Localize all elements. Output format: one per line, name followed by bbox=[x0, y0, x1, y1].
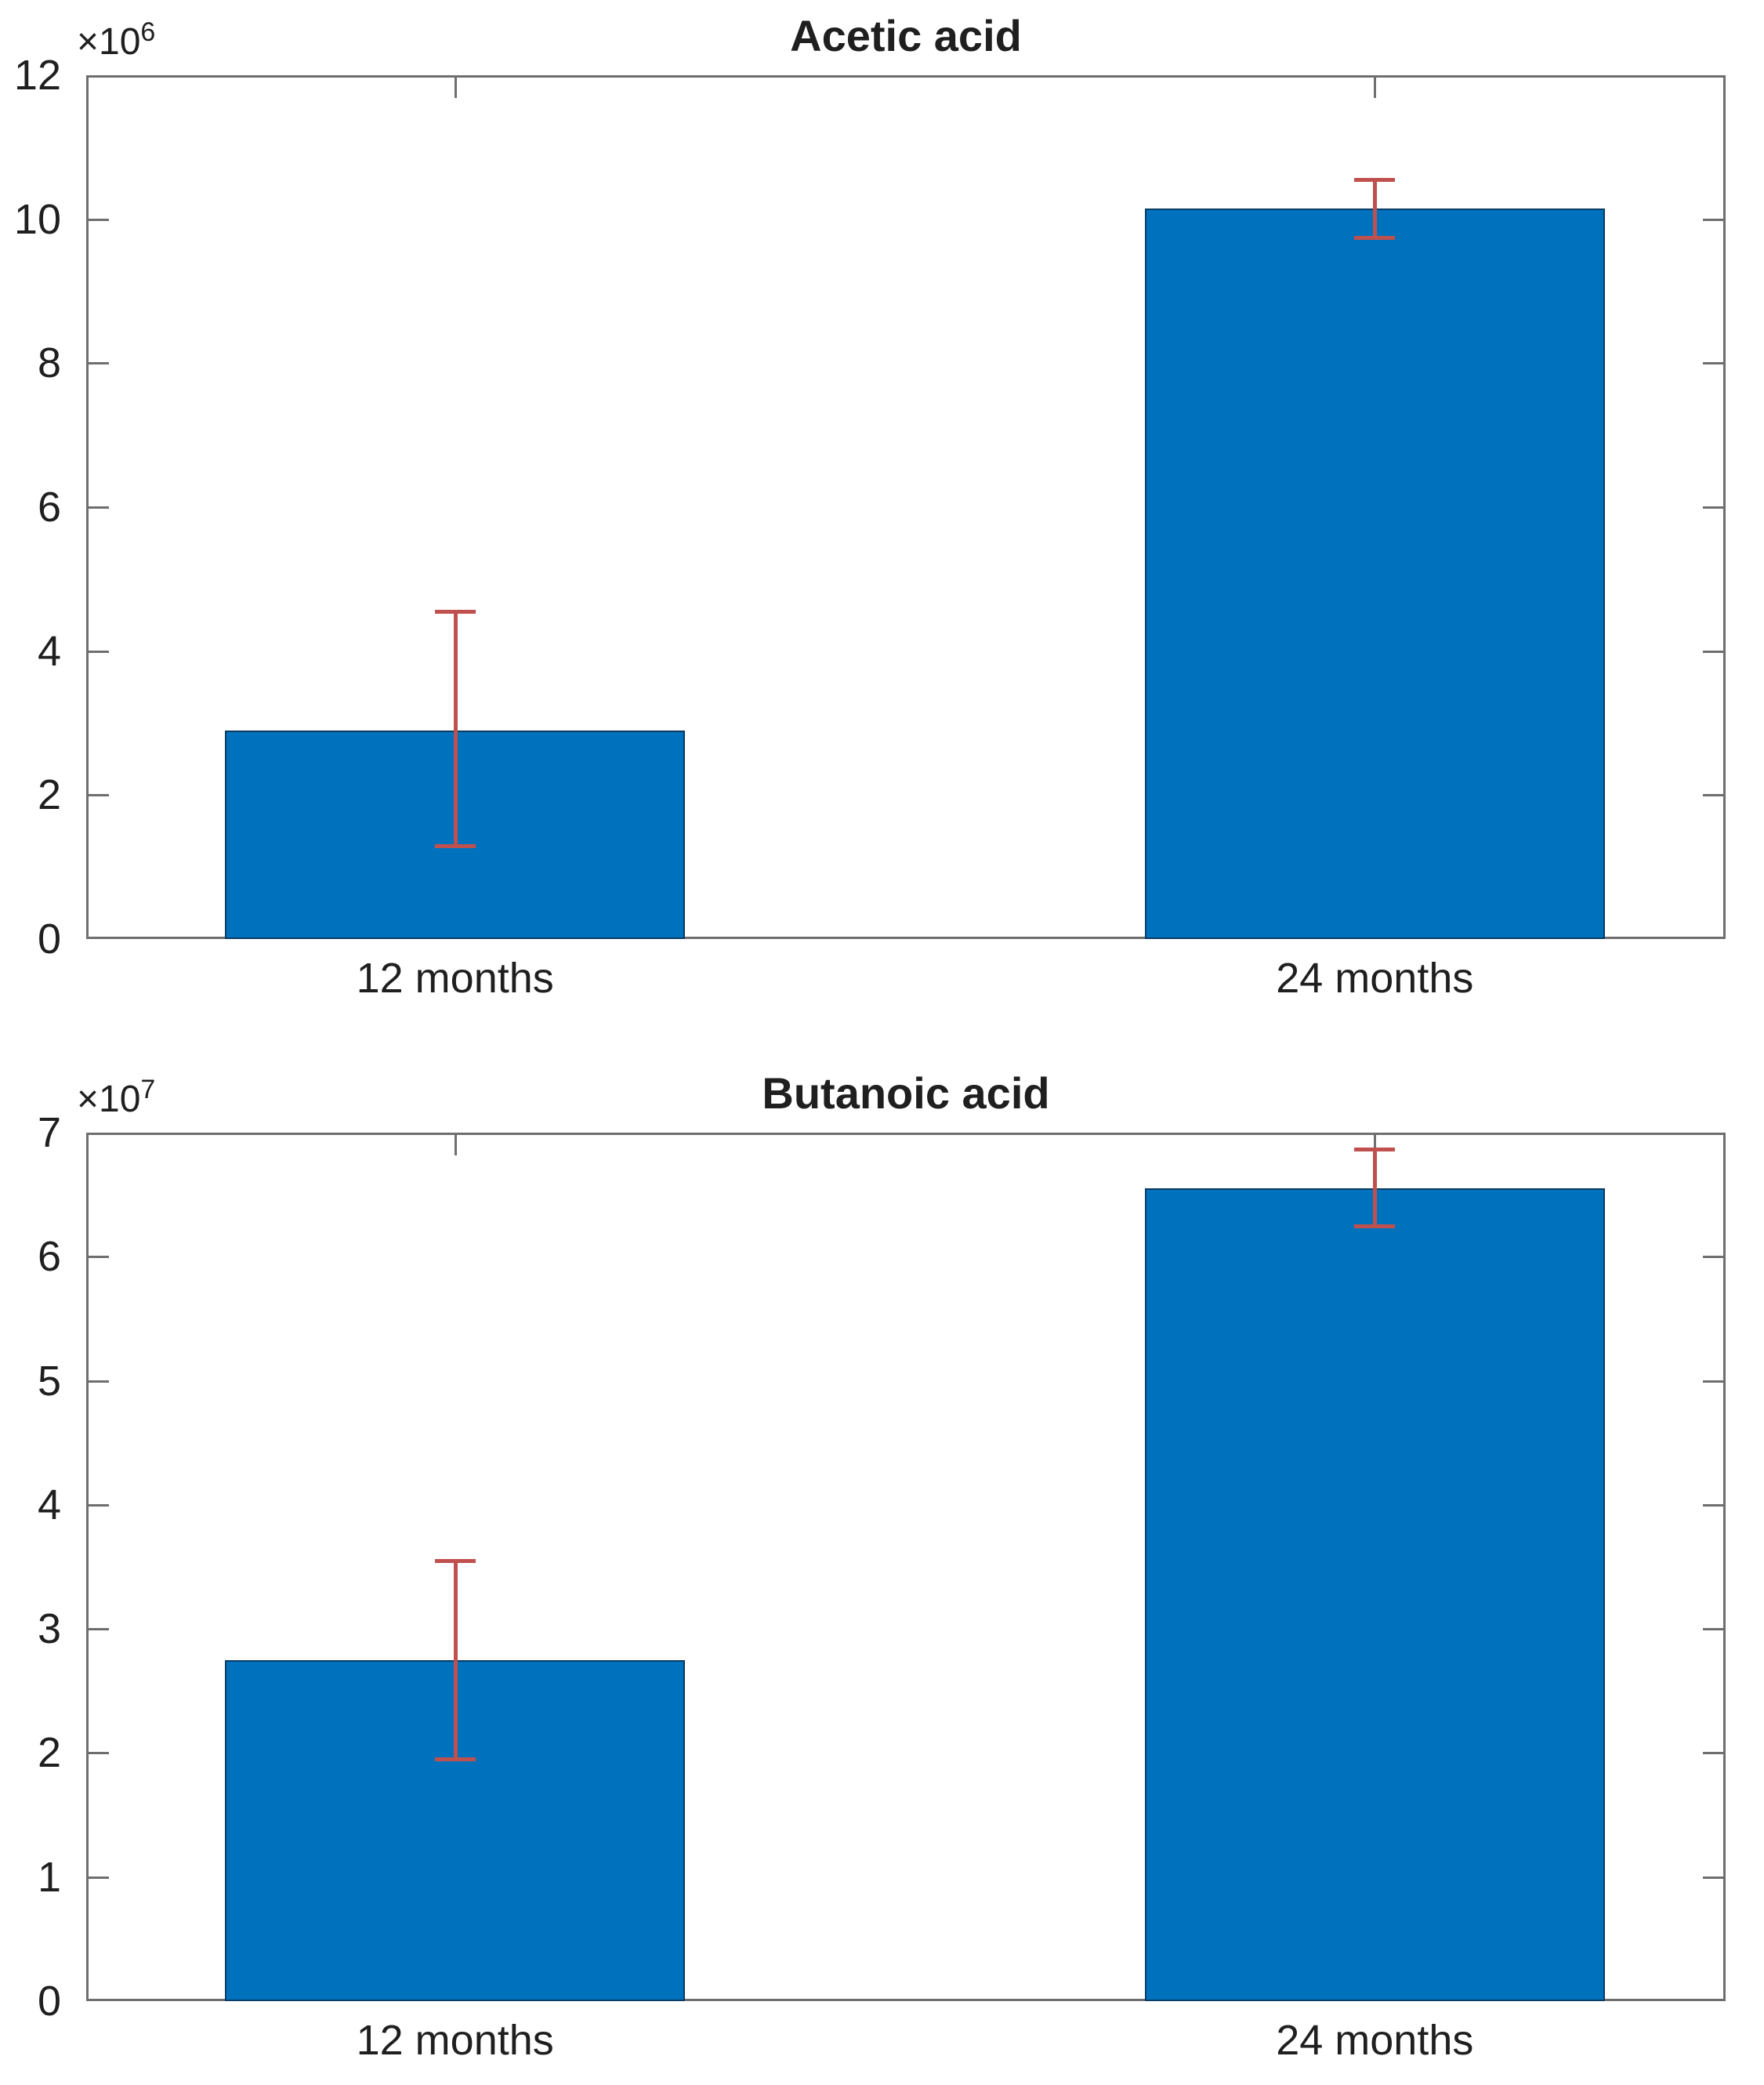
y-tick-mark bbox=[89, 1380, 109, 1383]
y-tick-mark-right bbox=[1703, 1628, 1723, 1631]
y-tick-label: 2 bbox=[37, 771, 61, 819]
x-tick-label: 24 months bbox=[1276, 955, 1474, 1002]
error-bar-line bbox=[453, 611, 458, 846]
y-tick-mark bbox=[89, 794, 109, 797]
y-tick-mark-right bbox=[1703, 362, 1723, 365]
error-bar-cap-top bbox=[434, 1559, 476, 1564]
y-tick-mark bbox=[89, 218, 109, 221]
error-bar-cap-top bbox=[1354, 178, 1396, 183]
exponent-value: 6 bbox=[140, 17, 156, 47]
y-tick-mark-right bbox=[1703, 218, 1723, 221]
exponent-value: 7 bbox=[140, 1075, 156, 1104]
y-tick-label: 7 bbox=[37, 1109, 61, 1156]
error-bar-line bbox=[1373, 179, 1378, 238]
error-bar-cap-top bbox=[1354, 1147, 1396, 1151]
y-tick-mark bbox=[89, 1752, 109, 1755]
y-tick-mark bbox=[89, 1256, 109, 1259]
y-tick-label: 12 bbox=[13, 52, 61, 99]
y-tick-label: 3 bbox=[37, 1605, 61, 1653]
x-tick-mark-top bbox=[454, 1135, 457, 1155]
error-bar-line bbox=[453, 1561, 458, 1760]
y-tick-mark-right bbox=[1703, 794, 1723, 797]
y-tick-mark bbox=[89, 1628, 109, 1631]
y-tick-mark bbox=[89, 1503, 109, 1507]
y-tick-label: 10 bbox=[13, 195, 61, 243]
x-tick-mark-top bbox=[454, 78, 457, 98]
exponent-prefix: ×10 bbox=[77, 21, 141, 63]
error-bar-cap-bottom bbox=[1354, 235, 1396, 240]
y-tick-mark bbox=[89, 362, 109, 365]
y-tick-mark-right bbox=[1703, 1752, 1723, 1755]
y-tick-mark-right bbox=[1703, 1876, 1723, 1879]
y-tick-mark-right bbox=[1703, 506, 1723, 509]
y-tick-label: 0 bbox=[37, 916, 61, 963]
x-tick-mark-top bbox=[1374, 1135, 1377, 1155]
error-bar-line bbox=[1373, 1148, 1378, 1226]
y-tick-mark-right bbox=[1703, 650, 1723, 653]
y-tick-label: 1 bbox=[37, 1853, 61, 1901]
y-tick-label: 2 bbox=[37, 1729, 61, 1777]
y-tick-label: 8 bbox=[37, 339, 61, 387]
x-tick-mark-top bbox=[1374, 78, 1377, 98]
y-axis-exponent-label: ×107 bbox=[77, 1075, 155, 1126]
error-bar-cap-bottom bbox=[434, 843, 476, 848]
chart-title: Butanoic acid bbox=[762, 1068, 1050, 1118]
error-bar-cap-top bbox=[434, 610, 476, 615]
y-tick-mark bbox=[89, 506, 109, 509]
error-bar-cap-bottom bbox=[434, 1757, 476, 1762]
x-tick-label: 12 months bbox=[356, 2017, 554, 2064]
y-tick-mark bbox=[89, 1876, 109, 1879]
y-tick-label: 5 bbox=[37, 1357, 61, 1405]
bar bbox=[1144, 1188, 1605, 2001]
y-axis-exponent-label: ×106 bbox=[77, 17, 155, 69]
y-tick-label: 4 bbox=[37, 627, 61, 675]
y-tick-mark-right bbox=[1703, 1380, 1723, 1383]
chart-title: Acetic acid bbox=[790, 11, 1022, 60]
plot-area bbox=[86, 1133, 1726, 2001]
y-tick-label: 6 bbox=[37, 1233, 61, 1281]
x-tick-label: 24 months bbox=[1276, 2017, 1474, 2064]
x-tick-label: 12 months bbox=[356, 955, 554, 1002]
plot-area bbox=[86, 75, 1726, 939]
exponent-prefix: ×10 bbox=[77, 1079, 141, 1120]
error-bar-cap-bottom bbox=[1354, 1224, 1396, 1228]
y-tick-mark-right bbox=[1703, 1503, 1723, 1507]
y-tick-label: 6 bbox=[37, 484, 61, 531]
y-tick-label: 4 bbox=[37, 1481, 61, 1528]
y-tick-mark bbox=[89, 650, 109, 653]
bar bbox=[1144, 208, 1605, 939]
y-tick-label: 0 bbox=[37, 1978, 61, 2025]
y-tick-mark-right bbox=[1703, 1256, 1723, 1259]
